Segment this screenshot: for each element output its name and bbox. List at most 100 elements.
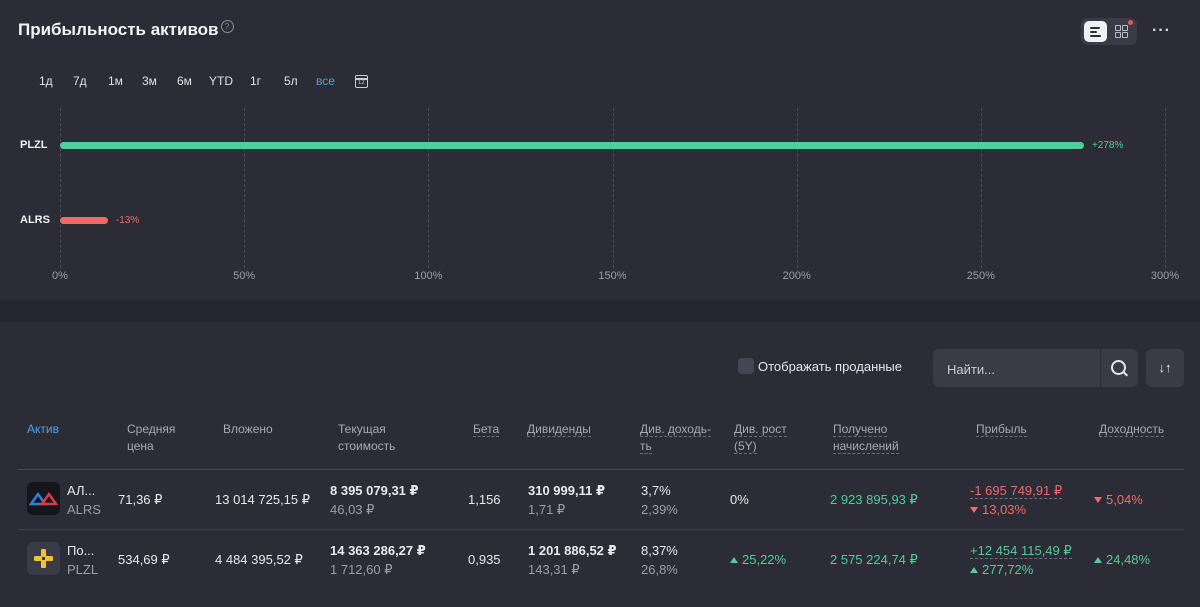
x-tick-label: 100% [414,270,443,282]
up-arrow-icon [730,557,738,563]
div-yield-current: 26,8% [641,562,678,577]
period-7d[interactable]: 7д [73,74,87,88]
period-1d[interactable]: 1д [39,74,53,88]
beta: 1,156 [468,492,501,507]
notification-dot [1128,20,1133,25]
profitability-chart: 0% 50% 100% 150% 200% 250% 300% PLZL +278% ALRS -1… [0,100,1200,295]
period-1y[interactable]: 1г [250,74,262,88]
x-tick-label: 50% [233,270,256,282]
column-invested[interactable]: Вложено [223,422,273,436]
dividends: 1 201 886,52 ₽ [528,543,617,558]
help-icon[interactable]: ? [220,20,234,33]
page-title: Прибыльность активов? [18,20,234,40]
received: 2 575 224,74 ₽ [830,552,918,567]
invested: 13 014 725,15 ₽ [215,492,311,507]
grid-line [796,108,798,268]
profit-percent: 13,03% [970,502,1026,517]
search-input[interactable] [933,349,1109,389]
profit: -1 695 749,91 ₽ [970,483,1063,499]
dividends-per-share: 143,31 ₽ [528,562,580,577]
current-value: 14 363 286,27 ₽ [330,543,426,558]
div-growth: 0% [730,492,749,507]
asset-ticker: PLZL [67,562,99,577]
column-received[interactable]: Получено начислений [833,422,899,454]
polyus-logo [27,542,60,575]
grid-line [428,108,430,268]
down-arrow-icon [970,507,978,513]
period-ytd[interactable]: YTD [209,74,233,88]
grid-icon [1115,25,1121,31]
avg-price: 534,69 ₽ [118,552,170,567]
asset-ticker: ALRS [67,502,101,517]
return: 24,48% [1094,552,1150,567]
profit: +12 454 115,49 ₽ [970,543,1072,559]
column-avg-price[interactable]: Средняя цена [127,422,176,453]
period-all[interactable]: все [316,74,335,88]
received: 2 923 895,93 ₽ [830,492,918,507]
section-divider [0,300,1200,322]
column-current-value[interactable]: Текущая стоимость [338,422,396,453]
bar-plzl[interactable] [60,142,1084,149]
x-tick-label: 300% [1150,270,1180,282]
down-arrow-icon [1094,497,1102,503]
div-yield: 8,37% [641,543,678,558]
show-sold-label[interactable]: Отображать проданные [758,359,902,374]
sort-button[interactable]: ↓↑ [1146,349,1184,387]
column-div-yield[interactable]: Див. доходь-ть [640,422,711,454]
x-tick-label: 200% [782,270,811,282]
current-value: 8 395 079,31 ₽ [330,483,419,498]
grid-view-button[interactable] [1110,21,1133,42]
column-div-growth[interactable]: Див. рост (5Y) [734,422,787,454]
x-tick-label: 250% [966,270,995,282]
asset-name: По... [67,543,95,558]
column-profit[interactable]: Прибыль [976,422,1027,437]
more-menu-icon[interactable]: ··· [1152,22,1171,39]
bar-category-label: PLZL [20,139,48,151]
avg-price: 71,36 ₽ [118,492,163,507]
grid-line [60,108,61,268]
list-view-button[interactable] [1084,21,1107,42]
alrosa-logo [27,482,60,515]
current-price: 46,03 ₽ [330,502,375,517]
return: 5,04% [1094,492,1143,507]
grid-line [980,108,982,268]
show-sold-checkbox[interactable] [738,358,754,374]
grid-line [1165,108,1166,268]
bar-value-label: +278% [1091,140,1124,151]
column-dividends[interactable]: Дивиденды [527,422,591,437]
invested: 4 484 395,52 ₽ [215,552,303,567]
search-icon[interactable] [1111,360,1126,375]
header-divider [18,469,1184,470]
div-yield-current: 2,39% [641,502,678,517]
grid-line [612,108,614,268]
calendar-icon[interactable]: 12 [355,75,368,88]
up-arrow-icon [970,567,978,573]
column-return[interactable]: Доходность [1099,422,1165,437]
search-box [933,349,1138,389]
x-tick-label: 0% [52,270,68,282]
profit-percent: 277,72% [970,562,1033,577]
div-growth: 25,22% [730,552,786,567]
period-5y[interactable]: 5л [284,74,298,88]
asset-name: АЛ... [67,483,96,498]
period-3m[interactable]: 3м [142,74,157,88]
current-price: 1 712,60 ₽ [330,562,393,577]
beta: 0,935 [468,552,501,567]
bar-alrs[interactable] [60,217,108,224]
up-arrow-icon [1094,557,1102,563]
column-asset[interactable]: Актив [27,422,59,436]
div-yield: 3,7% [641,483,671,498]
dividends: 310 999,11 ₽ [528,483,606,498]
grid-line [244,108,246,268]
bar-category-label: ALRS [20,214,50,226]
row-divider [18,529,1184,530]
dividends-per-share: 1,71 ₽ [528,502,566,517]
x-tick-label: 150% [598,270,627,282]
period-1m[interactable]: 1м [108,74,123,88]
list-icon [1090,27,1100,29]
profitability-panel [0,0,1200,300]
period-6m[interactable]: 6м [177,74,192,88]
view-toggle [1081,18,1137,45]
column-beta[interactable]: Бета [473,422,500,437]
bar-value-label: -13% [115,215,140,226]
